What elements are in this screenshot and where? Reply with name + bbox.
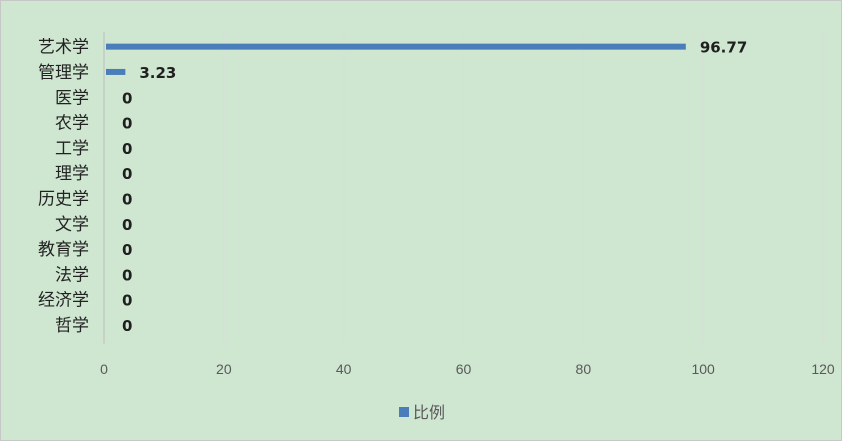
data-label: 0: [122, 115, 132, 133]
x-tick-label: 100: [691, 361, 715, 377]
y-category-label: 经济学: [38, 291, 89, 311]
y-category-label: 哲学: [55, 316, 89, 336]
bar: [106, 43, 686, 50]
data-label: 0: [122, 292, 132, 310]
bar: [106, 68, 126, 75]
y-category-label: 医学: [55, 88, 89, 108]
data-label: 0: [122, 140, 132, 158]
y-category-label: 艺术学: [38, 38, 89, 58]
x-tick-label: 0: [100, 361, 108, 377]
data-label: 96.77: [700, 39, 747, 57]
y-category-label: 理学: [55, 164, 89, 184]
data-label: 0: [122, 317, 132, 335]
legend-swatch: [398, 407, 409, 417]
legend-label: 比例: [412, 403, 445, 422]
x-tick-label: 120: [811, 361, 835, 377]
data-label: 0: [122, 165, 132, 183]
data-label: 0: [122, 190, 132, 208]
legend: 比例: [1, 399, 842, 423]
x-tick-label: 20: [216, 361, 232, 377]
data-label: 0: [122, 241, 132, 259]
y-category-label: 教育学: [38, 240, 89, 260]
data-label: 0: [122, 216, 132, 234]
x-tick-label: 60: [456, 361, 472, 377]
data-label: 0: [122, 266, 132, 284]
data-label: 0: [122, 89, 132, 107]
x-tick-label: 40: [336, 361, 352, 377]
y-category-label: 工学: [55, 139, 89, 159]
y-category-label: 历史学: [38, 189, 89, 209]
y-category-label: 法学: [55, 265, 89, 285]
y-category-label: 农学: [55, 114, 89, 134]
x-tick-label: 80: [576, 361, 592, 377]
data-label: 3.23: [139, 64, 176, 82]
y-category-label: 文学: [55, 215, 89, 235]
y-category-label: 管理学: [38, 63, 89, 83]
